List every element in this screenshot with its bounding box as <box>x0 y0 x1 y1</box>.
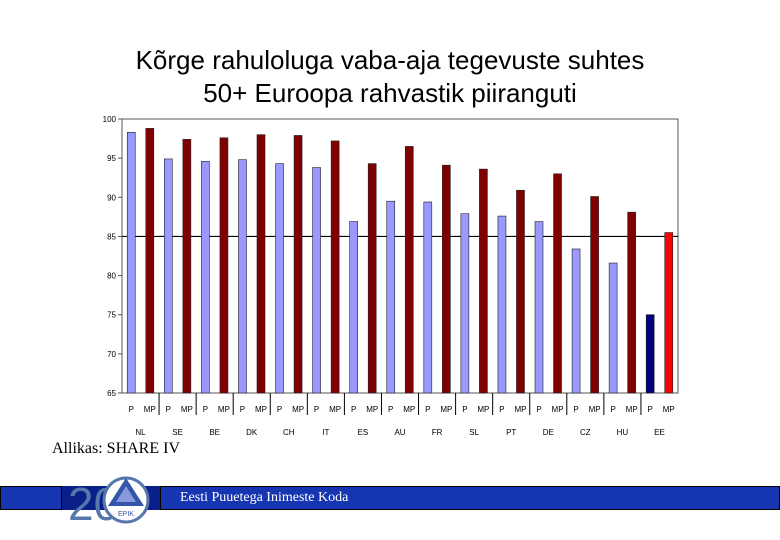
bar-se-p <box>164 158 173 394</box>
x-subcategory-label: MP <box>255 405 267 414</box>
y-tick-label: 90 <box>107 193 116 202</box>
x-subcategory-label: MP <box>514 405 526 414</box>
epik-logo-icon: 20 EPIK <box>68 476 150 528</box>
source-note: Allikas: SHARE IV <box>52 440 180 457</box>
y-tick-label: 75 <box>107 311 116 320</box>
bar-hu-p <box>608 262 618 394</box>
x-subcategory-label: MP <box>589 405 601 414</box>
y-tick-label: 95 <box>107 154 116 163</box>
x-subcategory-label: P <box>314 405 319 414</box>
x-subcategory-label: MP <box>292 405 304 414</box>
x-category-label: PT <box>506 428 516 437</box>
x-subcategory-label: P <box>462 405 467 414</box>
y-tick-label: 100 <box>103 115 117 124</box>
x-subcategory-label: P <box>425 405 430 414</box>
bar-ee-p <box>645 314 655 394</box>
x-category-label: SE <box>172 428 183 437</box>
bar-dk-mp <box>256 134 266 394</box>
x-category-label: AU <box>394 428 405 437</box>
x-category-label: DE <box>543 428 554 437</box>
bar-fr-p <box>423 201 433 394</box>
x-subcategory-label: P <box>203 405 208 414</box>
bar-pt-p <box>497 215 507 394</box>
x-category-label: BE <box>209 428 220 437</box>
x-subcategory-label: P <box>166 405 171 414</box>
x-category-label: CZ <box>580 428 591 437</box>
bar-se-mp <box>182 139 192 394</box>
bar-it-p <box>312 167 321 394</box>
chart-title-line-1: Kõrge rahuloluga vaba-aja tegevuste suht… <box>135 45 645 75</box>
x-category-label: EE <box>654 428 665 437</box>
x-subcategory-label: MP <box>477 405 489 414</box>
bar-pt-mp <box>516 189 525 394</box>
bar-be-mp <box>219 137 229 394</box>
x-category-label: FR <box>432 428 443 437</box>
footer-segment <box>0 486 62 510</box>
x-category-label: SL <box>469 428 479 437</box>
chart-title: Kõrge rahuloluga vaba-aja tegevuste suht… <box>0 44 780 110</box>
bar-ch-mp <box>293 135 303 394</box>
x-subcategory-label: MP <box>626 405 638 414</box>
x-subcategory-label: P <box>536 405 541 414</box>
y-tick-label: 65 <box>107 389 116 398</box>
bar-fr-mp <box>442 164 451 394</box>
plot-area <box>121 118 679 394</box>
bar-dk-p <box>238 159 247 394</box>
bar-au-p <box>386 200 396 394</box>
bar-sl-p <box>460 213 470 394</box>
y-tick-label: 85 <box>107 232 116 241</box>
footer-segment <box>160 486 780 510</box>
bar-be-p <box>201 160 210 394</box>
x-subcategory-label: MP <box>366 405 378 414</box>
bar-it-mp <box>330 140 340 394</box>
x-subcategory-label: MP <box>663 405 675 414</box>
bar-de-p <box>534 221 544 394</box>
x-category-label: DK <box>246 428 258 437</box>
x-subcategory-label: MP <box>181 405 193 414</box>
x-subcategory-label: MP <box>552 405 564 414</box>
bar-nl-p <box>126 132 136 394</box>
bar-es-mp <box>367 163 377 394</box>
y-tick-label: 70 <box>107 350 116 359</box>
bar-cz-mp <box>590 196 599 394</box>
x-subcategory-label: MP <box>144 405 156 414</box>
bar-ee-mp <box>664 232 674 394</box>
chart-title-line-2: 50+ Euroopa rahvastik piiranguti <box>203 78 577 108</box>
bar-hu-mp <box>627 211 636 394</box>
bar-au-mp <box>404 146 414 394</box>
y-tick-label: 80 <box>107 272 116 281</box>
x-subcategory-label: P <box>388 405 393 414</box>
x-category-label: NL <box>135 428 146 437</box>
x-subcategory-label: P <box>129 405 134 414</box>
x-category-label: CH <box>283 428 295 437</box>
x-category-label: HU <box>617 428 629 437</box>
footer-org-name: Eesti Puuetega Inimeste Koda <box>180 490 349 505</box>
x-subcategory-label: P <box>351 405 356 414</box>
bar-cz-p <box>571 248 581 394</box>
x-subcategory-label: P <box>277 405 282 414</box>
bar-chart: 65 70 75 80 85 90 95 100 P MP NL P MP SE P MP BE P MP DK P MP… <box>103 115 679 437</box>
bar-sl-mp <box>479 168 488 394</box>
x-subcategory-label: MP <box>329 405 341 414</box>
x-subcategory-label: P <box>648 405 653 414</box>
x-subcategory-label: MP <box>403 405 415 414</box>
logo-badge-text: EPIK <box>118 511 134 518</box>
bar-es-p <box>349 221 358 394</box>
x-subcategory-label: P <box>610 405 615 414</box>
x-category-label: ES <box>358 428 369 437</box>
x-category-label: IT <box>322 428 329 437</box>
x-subcategory-label: MP <box>218 405 230 414</box>
x-subcategory-label: P <box>499 405 504 414</box>
x-subcategory-label: P <box>240 405 245 414</box>
bar-nl-mp <box>145 128 155 394</box>
bar-ch-p <box>275 163 284 394</box>
x-subcategory-label: MP <box>440 405 452 414</box>
x-subcategory-label: P <box>573 405 578 414</box>
bar-de-mp <box>553 173 562 394</box>
